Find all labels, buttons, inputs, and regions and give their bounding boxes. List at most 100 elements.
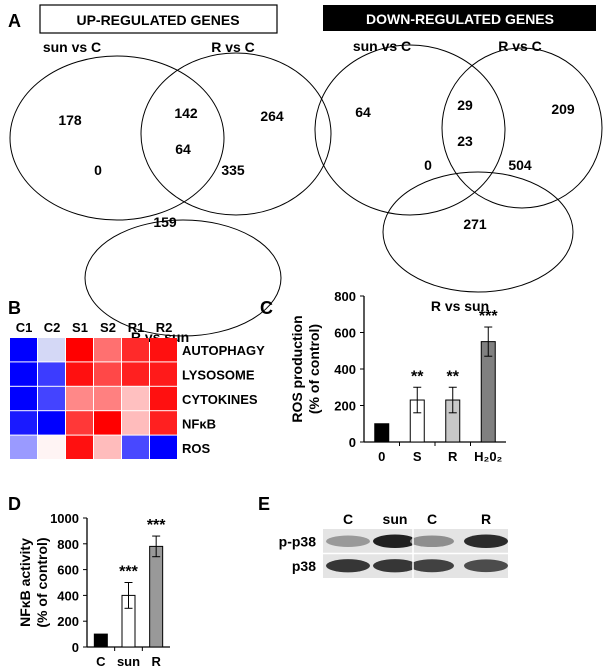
- heatmap-cell: [150, 362, 177, 386]
- heatmap-cell: [66, 338, 93, 362]
- venn-down-count: 0: [424, 157, 432, 173]
- heatmap-row-label: AUTOPHAGY: [182, 343, 265, 358]
- blot-band: [410, 559, 454, 573]
- heatmap-column-label: R2: [156, 320, 173, 335]
- heatmap-column-label: S1: [72, 320, 88, 335]
- venn-up-circle-sun-vs-c: [9, 55, 225, 221]
- venn-up-title: UP-REGULATED GENES: [76, 12, 239, 28]
- y-tick-label: 1000: [50, 511, 79, 526]
- venn-down-circle-r-vs-c: [441, 47, 603, 209]
- heatmap-row-label: ROS: [182, 441, 211, 456]
- blot-row-label: p-p38: [279, 533, 317, 549]
- venn-down-title: DOWN-REGULATED GENES: [366, 11, 554, 27]
- x-tick-label: H₂0₂: [474, 449, 502, 464]
- significance-stars: **: [411, 368, 424, 385]
- y-tick-label: 600: [57, 563, 79, 578]
- heatmap-cell: [122, 411, 149, 435]
- heatmap-cell: [94, 411, 121, 435]
- heatmap-cell: [66, 386, 93, 411]
- x-tick-label: 0: [378, 449, 385, 464]
- bar-C: [93, 633, 108, 648]
- blot-band: [464, 559, 508, 573]
- ros-bar-chart: 0 200 400 600 800 0 ** S ** R *** H₂0₂ ROS productio…: [289, 289, 506, 464]
- heatmap-cell: [94, 362, 121, 386]
- nfkb-bar-chart: 0 200 400 600 800 1000 C *** sun *** R NFκB activit…: [17, 511, 170, 669]
- significance-stars: ***: [119, 564, 138, 581]
- blot-lane-label: C: [343, 511, 353, 527]
- y-axis-label: (% of control): [34, 537, 50, 627]
- y-tick-label: 400: [57, 588, 79, 603]
- venn-down-count: 504: [508, 157, 532, 173]
- y-tick-label: 800: [57, 537, 79, 552]
- heatmap-cell: [66, 411, 93, 435]
- heatmap-cell: [94, 435, 121, 459]
- heatmap-cell: [38, 411, 65, 435]
- venn-down-set-label: R vs C: [498, 38, 542, 54]
- panel-label-b: B: [8, 298, 21, 318]
- heatmap-cell: [94, 338, 121, 362]
- blot-band: [326, 535, 370, 547]
- heatmap-cell: [38, 435, 65, 459]
- heatmap: C1 C2 S1 S2 R1 R2 AUTOPHAGY LYSOSOME CYTOKINES NF…: [10, 320, 265, 459]
- panel-label-d: D: [8, 494, 21, 514]
- heatmap-cell: [38, 338, 65, 362]
- venn-down-circle-sun-vs-c: [314, 44, 506, 216]
- heatmap-column-label: C1: [16, 320, 33, 335]
- venn-down-count: 209: [551, 101, 575, 117]
- blot-band: [410, 535, 454, 548]
- venn-up-circle-r-vs-sun: [84, 219, 282, 337]
- venn-up-circle-r-vs-c: [140, 52, 332, 216]
- heatmap-cell: [10, 338, 37, 362]
- venn-up-count: 264: [260, 108, 284, 124]
- y-tick-label: 200: [334, 399, 356, 414]
- venn-down-set-label: R vs sun: [431, 298, 489, 314]
- bar-0: [374, 423, 390, 443]
- x-tick-label: S: [413, 449, 422, 464]
- venn-up-set-label: R vs C: [211, 39, 255, 55]
- venn-up-set-label: sun vs C: [43, 39, 101, 55]
- heatmap-cell: [122, 362, 149, 386]
- heatmap-row-label: LYSOSOME: [182, 368, 255, 383]
- venn-down-count: 29: [457, 97, 473, 113]
- heatmap-column-label: R1: [128, 320, 145, 335]
- venn-up-count: 142: [174, 105, 198, 121]
- venn-up-title-box: [39, 4, 278, 34]
- heatmap-column-label: S2: [100, 320, 116, 335]
- heatmap-cell: [150, 338, 177, 362]
- significance-stars: **: [447, 368, 460, 385]
- heatmap-cell: [150, 386, 177, 411]
- y-axis-label: (% of control): [306, 324, 322, 414]
- heatmap-cell: [122, 435, 149, 459]
- y-tick-label: 600: [334, 326, 356, 341]
- blot-band: [464, 534, 508, 548]
- heatmap-cell: [122, 386, 149, 411]
- venn-down-set-label: sun vs C: [353, 38, 411, 54]
- venn-up-count: 159: [153, 214, 177, 230]
- heatmap-cell: [38, 386, 65, 411]
- x-tick-label: C: [96, 654, 106, 669]
- heatmap-column-label: C2: [44, 320, 61, 335]
- venn-down-count: 64: [355, 104, 371, 120]
- venn-up-count: 178: [58, 112, 82, 128]
- panel-label-c: C: [260, 298, 273, 318]
- heatmap-cell: [38, 362, 65, 386]
- venn-down-count: 23: [457, 133, 473, 149]
- venn-up-count: 0: [94, 162, 102, 178]
- y-tick-label: 0: [72, 640, 79, 655]
- panel-label-e: E: [258, 494, 270, 514]
- venn-down-count: 271: [463, 216, 487, 232]
- blot-lane-label: C: [427, 511, 437, 527]
- significance-stars: ***: [147, 517, 166, 534]
- venn-down: DOWN-REGULATED GENES sun vs C R vs C R v…: [314, 5, 603, 314]
- heatmap-cell: [122, 338, 149, 362]
- heatmap-cell: [66, 362, 93, 386]
- y-axis-label: NFκB activity: [17, 538, 33, 627]
- heatmap-cell: [10, 362, 37, 386]
- y-tick-label: 200: [57, 614, 79, 629]
- heatmap-cell: [94, 386, 121, 411]
- venn-down-circle-r-vs-sun: [382, 171, 574, 293]
- blot-row-label: p38: [292, 558, 316, 574]
- heatmap-cell: [10, 435, 37, 459]
